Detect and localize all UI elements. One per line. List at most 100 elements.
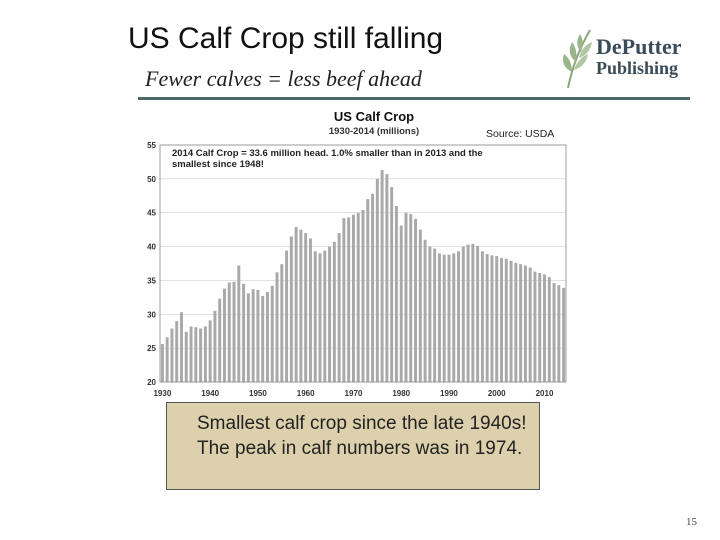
chart-annotation-line2: smallest since 1948! — [172, 159, 264, 170]
bar-1953 — [270, 285, 274, 382]
bar-1966 — [332, 241, 336, 382]
bar-1967 — [337, 233, 341, 382]
bar-1931 — [165, 337, 169, 382]
x-tick-label: 2010 — [536, 389, 554, 398]
logo-text-publishing: Publishing — [596, 58, 679, 78]
bar-2006 — [523, 265, 527, 382]
bar-2005 — [519, 264, 523, 382]
bar-1937 — [194, 327, 198, 382]
slide-title: US Calf Crop still falling — [128, 22, 444, 55]
bar-1969 — [347, 217, 351, 382]
bar-1962 — [313, 251, 317, 382]
bar-1963 — [318, 253, 322, 382]
bar-2007 — [528, 267, 532, 382]
bar-1973 — [366, 199, 370, 382]
bar-1974 — [371, 193, 375, 382]
bar-1978 — [390, 186, 394, 382]
bar-1991 — [452, 253, 456, 382]
bar-2002 — [504, 258, 508, 382]
y-tick-label: 55 — [147, 141, 156, 150]
bar-1999 — [490, 255, 494, 382]
slide-subtitle: Fewer calves = less beef ahead — [145, 66, 422, 91]
bar-1935 — [184, 331, 188, 382]
bar-1932 — [170, 328, 174, 382]
x-tick-label: 1930 — [153, 389, 171, 398]
bar-1946 — [237, 265, 241, 382]
bar-2001 — [500, 258, 503, 382]
bar-1938 — [199, 328, 203, 382]
bar-2008 — [533, 271, 537, 382]
bar-1960 — [304, 233, 308, 382]
chart-subtitle: 1930-2014 (millions) — [329, 126, 419, 137]
bar-1945 — [232, 281, 236, 382]
x-tick-label: 2000 — [488, 389, 506, 398]
bar-2011 — [547, 277, 551, 382]
callout-box: Smallest calf crop since the late 1940s!… — [166, 402, 540, 490]
bar-1977 — [385, 174, 389, 382]
x-tick-label: 1960 — [297, 389, 315, 398]
chart-annotation-line1: 2014 Calf Crop = 33.6 million head. 1.0%… — [172, 148, 483, 159]
bar-1984 — [418, 229, 422, 382]
chart-source: Source: USDA — [486, 128, 554, 140]
bar-1949 — [251, 289, 255, 382]
bar-1985 — [423, 239, 427, 382]
y-tick-label: 30 — [147, 310, 156, 319]
bar-1976 — [380, 170, 384, 382]
bar-1964 — [323, 250, 327, 382]
bar-1947 — [242, 283, 246, 382]
leaf-icon — [563, 29, 592, 89]
x-tick-label: 1940 — [201, 389, 219, 398]
x-tick-label: 1990 — [440, 389, 458, 398]
bar-1936 — [189, 326, 193, 382]
bar-2003 — [509, 260, 513, 382]
bar-1961 — [308, 238, 312, 382]
logo-text-deputter: DePutter — [596, 34, 682, 59]
x-tick-label: 1950 — [249, 389, 267, 398]
bar-1989 — [442, 254, 446, 382]
bar-1992 — [457, 251, 461, 382]
bar-1997 — [480, 251, 484, 382]
bar-1987 — [433, 248, 437, 382]
bar-1990 — [447, 254, 451, 382]
bar-1998 — [485, 254, 489, 382]
bar-1979 — [394, 205, 398, 382]
bar-1986 — [428, 246, 432, 382]
bar-2000 — [495, 256, 499, 382]
y-tick-label: 35 — [147, 276, 156, 285]
y-tick-label: 20 — [147, 378, 156, 387]
bar-2004 — [514, 262, 518, 382]
bar-1958 — [294, 226, 298, 382]
bar-1970 — [351, 214, 355, 382]
bar-1939 — [203, 326, 207, 382]
bar-1933 — [175, 321, 179, 382]
bar-1983 — [414, 218, 418, 382]
bar-1959 — [299, 229, 303, 382]
bar-1942 — [218, 298, 222, 382]
bar-1948 — [246, 293, 250, 382]
bar-1952 — [265, 291, 269, 382]
bar-1940 — [208, 320, 212, 382]
x-tick-label: 1970 — [345, 389, 363, 398]
bar-1981 — [404, 212, 408, 382]
bar-1956 — [285, 250, 289, 382]
bar-1994 — [466, 244, 470, 382]
callout-text: Smallest calf crop since the late 1940s!… — [197, 413, 527, 459]
bar-2012 — [552, 283, 556, 382]
page-number: 15 — [686, 516, 697, 528]
chart-title: US Calf Crop — [334, 109, 414, 124]
bar-1971 — [356, 212, 360, 382]
bar-1993 — [461, 246, 465, 382]
bar-1982 — [409, 214, 413, 382]
title-divider — [138, 97, 690, 100]
bar-1934 — [180, 312, 183, 382]
bar-2013 — [557, 285, 561, 382]
bar-1954 — [275, 272, 279, 382]
bar-1988 — [437, 253, 441, 382]
bar-1930 — [160, 344, 164, 382]
bar-1955 — [280, 264, 284, 382]
bar-1980 — [399, 225, 403, 382]
bar-1951 — [261, 296, 265, 382]
bar-1965 — [328, 246, 332, 382]
bar-1950 — [256, 289, 260, 382]
bar-1995 — [471, 243, 475, 382]
